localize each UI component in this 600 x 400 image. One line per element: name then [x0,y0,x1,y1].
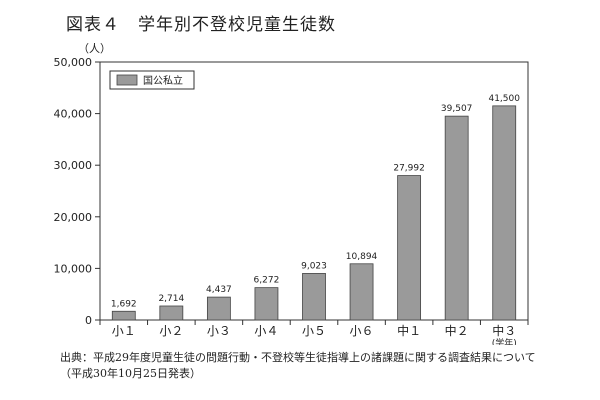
x-category-label: 小３ [207,324,231,338]
y-tick-label: 30,000 [54,159,93,172]
bar-data-label: 39,507 [441,104,473,114]
x-category-note: (学年) [492,337,517,345]
bar [492,105,517,321]
x-category-label: 小４ [254,324,278,338]
x-category-label: 小１ [112,324,136,338]
bar-chart: 0 10,000 20,000 30,000 40,000 50,000（人） 1,692 小… [54,42,529,345]
legend-swatch [116,74,138,86]
bar-data-label: 10,894 [346,252,378,262]
x-category-label: 小５ [302,324,326,338]
bar-data-label: 6,272 [254,276,280,286]
x-category-label: 小２ [159,324,183,338]
bar [206,296,231,321]
y-tick-label: 0 [85,314,92,327]
y-tick-label: 40,000 [54,108,93,121]
bar [349,263,374,321]
legend-label: 国公私立 [143,74,183,87]
bar-data-label: 2,714 [158,294,184,304]
figure-title: 図表４ 学年別不登校児童生徒数 [66,15,336,35]
x-category-label: 中１ [397,323,421,338]
x-category-label: 中３ [492,323,516,338]
bar-data-label: 1,692 [111,299,137,309]
bar-data-label: 27,992 [393,164,425,174]
x-category-label: 小６ [350,324,374,338]
y-tick-label: 10,000 [54,262,93,275]
y-axis-label: （人） [78,42,111,55]
bar-data-label: 41,500 [488,94,520,104]
bar [159,305,184,321]
bar [397,175,422,321]
y-tick-label: 50,000 [54,56,93,69]
x-category-label: 中２ [445,323,469,338]
y-tick-label: 20,000 [54,211,93,224]
bar-data-label: 4,437 [206,285,232,295]
bar [111,310,136,321]
bar [254,287,279,321]
bar [444,115,469,321]
bar-data-label: 9,023 [301,261,327,271]
source-note: 出典：平成29年度児童生徒の問題行動・不登校等生徒指導上の諸課題に関する調査結果… [60,351,536,380]
bar [302,273,326,321]
